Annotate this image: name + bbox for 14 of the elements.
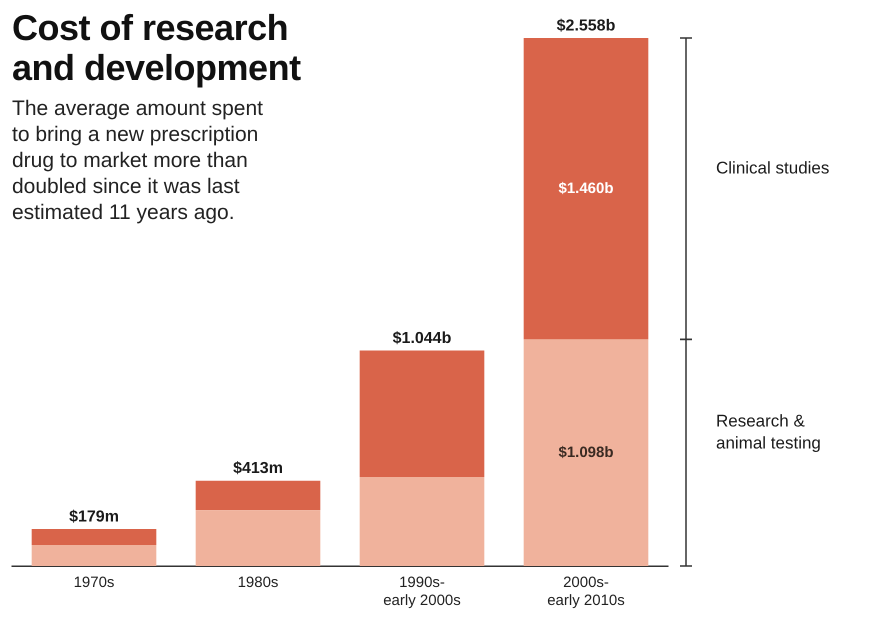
text: The average amount spent to bring a new prescription drug to market more than doubled since it was last estimated 11 years ago. <box>12 96 264 226</box>
text: Clinical studies <box>716 158 830 178</box>
x-tick-label: 1980s <box>238 574 278 592</box>
x-tick-label: 1970s <box>74 574 114 592</box>
x-tick-label: 2000s-early 2010s <box>547 574 625 610</box>
chart-title: Cost of research and development <box>12 7 302 88</box>
total-label: $413m <box>233 460 283 478</box>
total-label: $1.044b <box>392 330 452 347</box>
x-tick-label: 1990s-early 2000s <box>383 574 461 610</box>
total-label: $179m <box>69 508 119 526</box>
data-label: $1.098b <box>558 444 614 461</box>
total-label: $2.558b <box>556 17 616 34</box>
data-label: $1.460b <box>558 180 614 197</box>
text: Research & animal testing <box>716 411 821 452</box>
